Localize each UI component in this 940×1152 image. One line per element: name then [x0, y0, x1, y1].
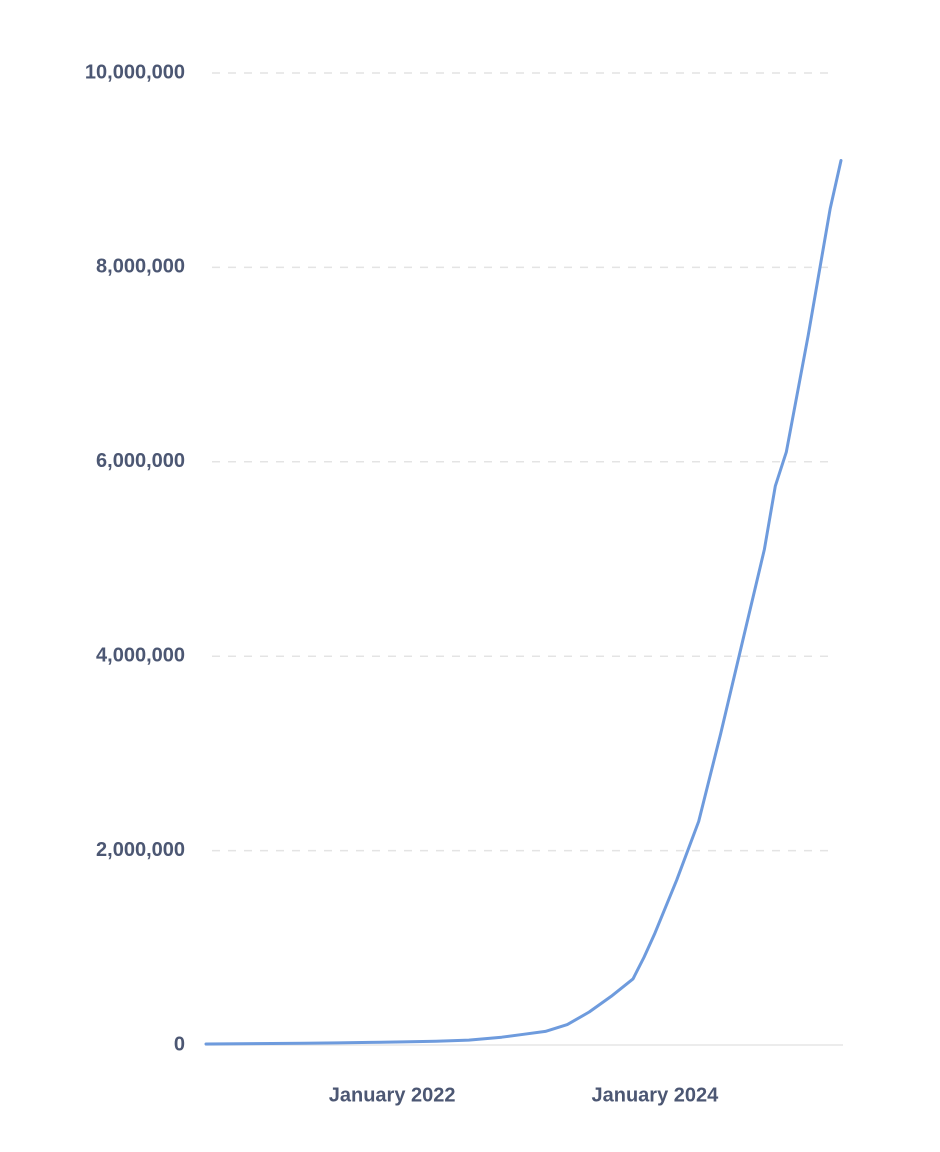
y-tick-label: 6,000,000 — [96, 450, 185, 472]
x-tick-label: January 2024 — [591, 1084, 719, 1106]
x-tick-label: January 2022 — [329, 1084, 456, 1106]
y-tick-label: 8,000,000 — [96, 256, 185, 278]
y-tick-label: 0 — [174, 1033, 185, 1055]
y-tick-label: 10,000,000 — [85, 61, 185, 83]
y-tick-label: 2,000,000 — [96, 839, 185, 861]
line — [204, 159, 843, 1046]
y-tick-label: 4,000,000 — [96, 644, 185, 666]
